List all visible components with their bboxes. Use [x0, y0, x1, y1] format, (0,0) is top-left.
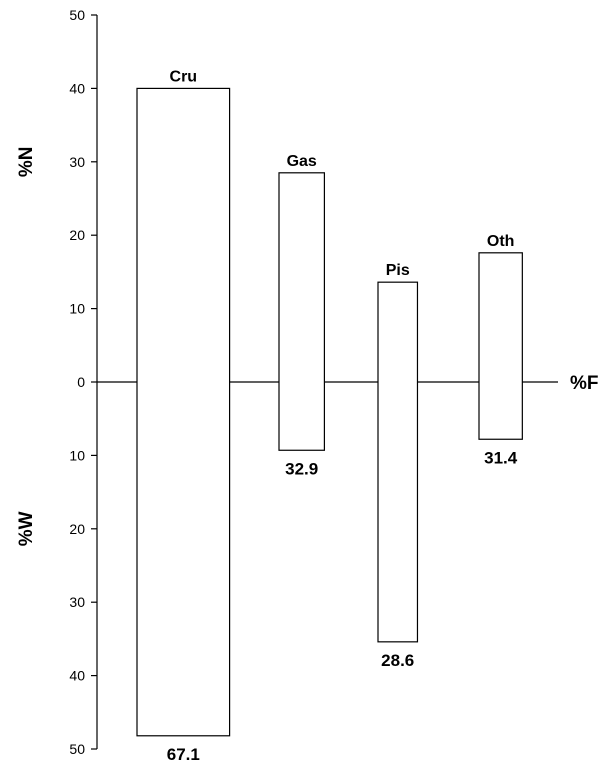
frequency-label-gas: 32.9 — [285, 459, 318, 478]
y-tick-label: 30 — [69, 594, 85, 610]
y-tick-label: 50 — [69, 741, 85, 757]
bar-oth — [479, 253, 522, 439]
frequency-label-oth: 31.4 — [484, 448, 518, 467]
y-tick-label: 0 — [77, 374, 85, 390]
bar-label-oth: Oth — [487, 233, 515, 250]
frequency-label-pis: 28.6 — [381, 651, 414, 670]
y-tick-label: 50 — [69, 7, 85, 23]
y-tick-label: 30 — [69, 154, 85, 170]
bar-pis — [378, 282, 417, 642]
y-axis-lower-title: %W — [16, 511, 37, 546]
y-axis-group: 50 40 30 20 10 0 10 20 30 40 50 %N %W — [16, 7, 97, 757]
bar-gas — [279, 173, 324, 450]
y-tick-label: 10 — [69, 447, 85, 463]
frequency-label-cru: 67.1 — [167, 745, 200, 764]
y-tick-label: 40 — [69, 80, 85, 96]
bars-group — [137, 88, 522, 735]
y-axis-upper-title: %N — [16, 146, 37, 177]
bar-cru — [137, 88, 230, 735]
bar-label-cru: Cru — [170, 68, 198, 85]
y-tick-label: 10 — [69, 301, 85, 317]
y-tick-label: 20 — [69, 227, 85, 243]
x-axis-title: %F — [570, 373, 598, 394]
bar-label-gas: Gas — [287, 153, 317, 170]
y-tick-label: 40 — [69, 668, 85, 684]
y-tick-label: 20 — [69, 521, 85, 537]
bar-label-pis: Pis — [386, 262, 410, 279]
